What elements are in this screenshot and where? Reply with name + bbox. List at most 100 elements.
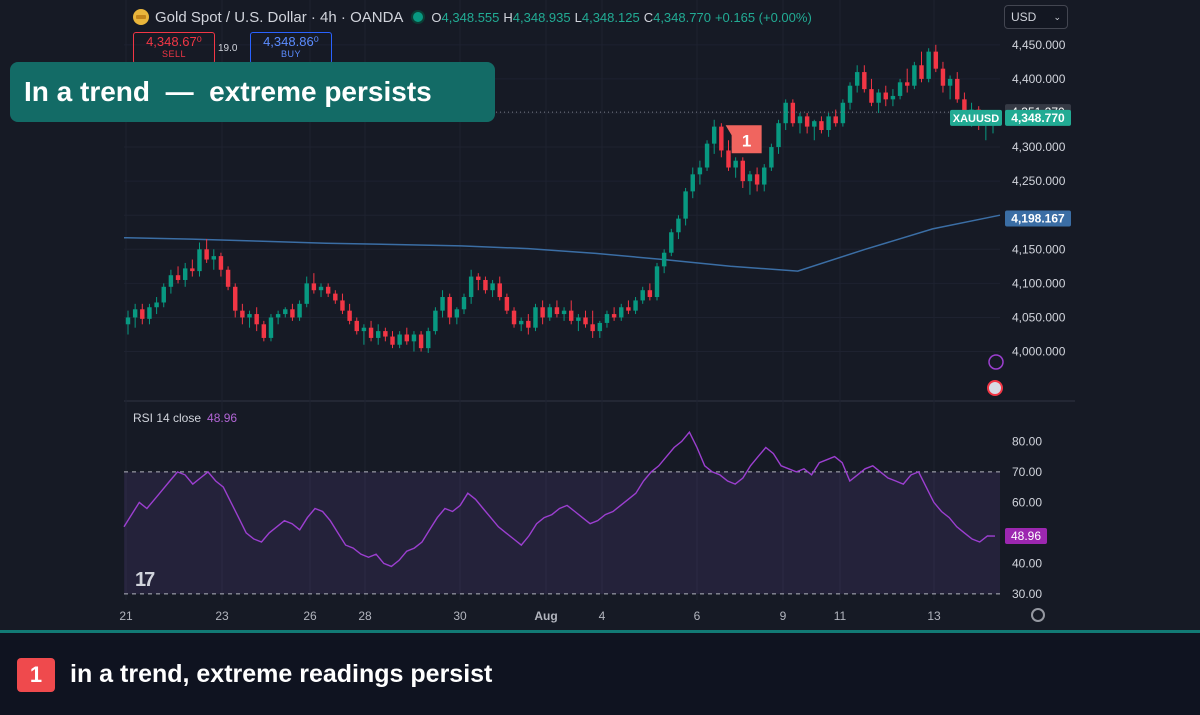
candle-body (597, 322, 603, 332)
candle-body (125, 317, 131, 325)
rsi-legend[interactable]: RSI 14 close 48.96 (133, 411, 237, 425)
candle-body (590, 324, 595, 332)
chevron-down-icon: ⌄ (1053, 11, 1061, 22)
symbol-label-text: XAUUSD (953, 113, 1000, 125)
candle-body (604, 314, 610, 323)
lightning-icon (988, 354, 1004, 370)
caption-badge: 1 (17, 658, 55, 692)
currency-select[interactable]: USD ⌄ (1004, 5, 1068, 29)
open-value: 4,348.555 (441, 9, 500, 25)
candle-body (218, 256, 224, 270)
candle-body (311, 283, 317, 291)
moving-average-line (123, 214, 1001, 272)
candle-body (890, 95, 896, 100)
candle-body (240, 310, 245, 318)
candle-body (933, 51, 939, 69)
candle-body (247, 314, 252, 318)
candle-body (833, 116, 838, 124)
open-label: O (431, 9, 442, 25)
rsi-y-tick-label: 80.00 (1012, 434, 1042, 448)
x-tick-label: 9 (780, 609, 787, 623)
close-label: C (643, 9, 654, 25)
candle-body (633, 300, 638, 311)
candle-body (747, 174, 753, 182)
annotation-flag (725, 125, 762, 154)
candle-body (926, 51, 931, 79)
candle-body (290, 309, 295, 318)
candle-body (440, 297, 445, 311)
candle-body (769, 147, 774, 168)
candle-body (854, 72, 860, 86)
y-tick-label: 4,150.000 (1012, 242, 1066, 256)
flag-us-icon (987, 380, 1003, 396)
candle-body (182, 268, 188, 280)
rsi-label: RSI 14 close (133, 411, 202, 425)
candle-body (426, 331, 431, 349)
candle-body (404, 334, 410, 342)
candle-body (368, 327, 374, 338)
candle-body (275, 314, 281, 318)
candle-body (883, 92, 888, 100)
candle-body (847, 85, 853, 103)
candle-body (468, 276, 474, 298)
candle-body (540, 307, 545, 318)
candle-body (719, 126, 724, 151)
y-tick-label: 4,450.000 (1012, 38, 1066, 52)
candle-body (826, 116, 831, 131)
candle-body (204, 249, 209, 260)
candle-body (583, 317, 588, 325)
candle-body (511, 310, 517, 325)
symbol-label-box (950, 109, 1002, 126)
high-value: 4,348.935 (512, 9, 571, 25)
candle-body (919, 65, 924, 79)
candle-body (140, 309, 145, 319)
x-tick-label: 4 (599, 609, 606, 623)
symbol-header: Gold Spot / U.S. Dollar · 4h · OANDA O 4… (133, 7, 816, 27)
candle-body (697, 167, 703, 175)
gear-icon[interactable] (1031, 608, 1045, 622)
candle-body (547, 307, 552, 318)
candle-body (533, 307, 538, 328)
sell-button[interactable]: 4,348.67⁰ SELL (133, 32, 215, 64)
y-tick-label: 4,400.000 (1012, 72, 1066, 86)
current-price-text: 4,348.770 (1011, 111, 1065, 125)
candle-body (168, 275, 174, 287)
candle-body (683, 191, 688, 219)
rsi-value-box (1005, 528, 1047, 545)
candle-body (526, 320, 531, 328)
symbol-title[interactable]: Gold Spot / U.S. Dollar · 4h · OANDA (155, 8, 404, 26)
candle-body (647, 290, 653, 298)
buy-button[interactable]: 4,348.86⁰ BUY (250, 32, 332, 64)
candle-body (497, 283, 502, 298)
candle-body (619, 307, 624, 318)
change-value: +0.165 (+0.00%) (714, 9, 812, 25)
candle-body (611, 314, 617, 318)
candle-body (576, 317, 581, 321)
candle-body (190, 268, 195, 272)
candle-body (640, 290, 645, 301)
candle-body (812, 121, 817, 127)
tradingview-logo[interactable]: 17 (135, 569, 155, 591)
caption-bar: 1 in a trend, extreme readings persist (0, 630, 1200, 715)
candle-body (325, 286, 331, 294)
candle-body (283, 309, 288, 315)
close-value: 4,348.770 (653, 9, 711, 25)
sell-price: 4,348.67⁰ (146, 34, 202, 49)
candle-body (154, 302, 159, 308)
candle-body (268, 317, 274, 338)
x-tick-label: Aug (534, 609, 557, 623)
rsi-current-value: 48.96 (207, 411, 238, 425)
chart-canvas[interactable]: 21 23 26 28 30 Aug 4 6 9 11 13 4,450.000 4,400.000 4,… (0, 0, 1200, 630)
candle-body (955, 78, 960, 100)
candle-body (776, 123, 781, 148)
high-label: H (503, 9, 513, 25)
gold-icon (133, 9, 149, 25)
currency-value: USD (1011, 10, 1037, 24)
y-tick-label: 4,000.000 (1012, 345, 1066, 359)
candle-body (797, 116, 803, 124)
rsi-y-tick-label: 40.00 (1012, 556, 1042, 570)
candle-body (897, 82, 903, 96)
y-tick-label: 4,050.000 (1012, 310, 1066, 324)
candle-body (454, 309, 460, 318)
x-tick-label: 13 (927, 609, 941, 623)
